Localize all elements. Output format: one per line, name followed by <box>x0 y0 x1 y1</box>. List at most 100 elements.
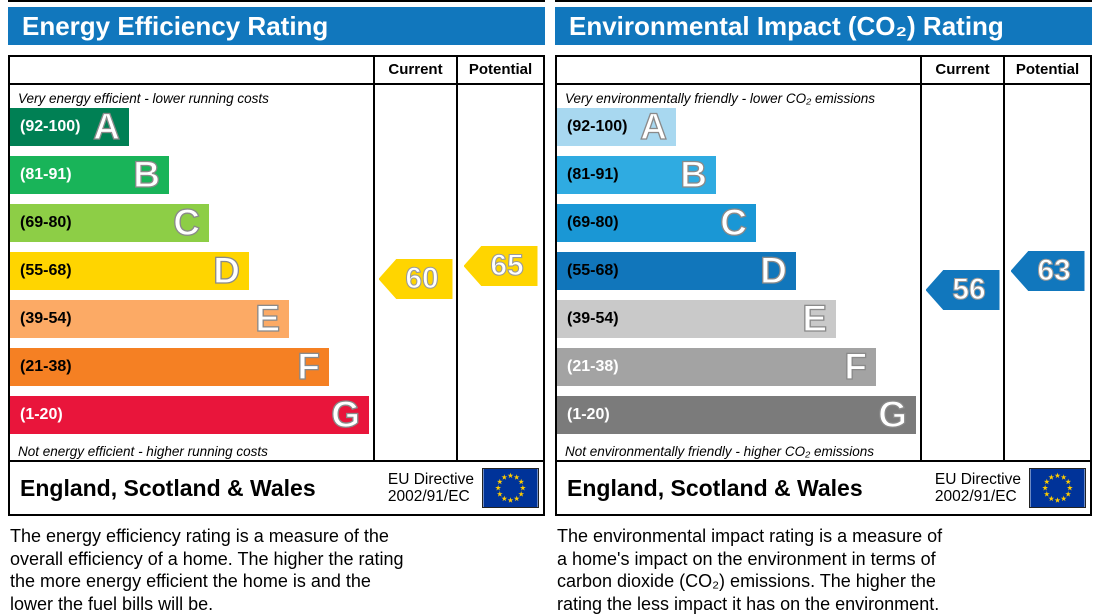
band-row-f: (21-38) F <box>557 346 920 387</box>
table-footer-row: England, Scotland & Wales EU Directive 2… <box>557 462 1090 514</box>
band-bar: (92-100) A <box>10 106 129 147</box>
table-body-row: Very energy efficient - lower running co… <box>10 85 543 462</box>
table-body-row: Very environmentally friendly - lower CO… <box>557 85 1090 462</box>
co2-rating-table: Current Potential Very environmentally f… <box>555 55 1092 516</box>
band-letter: D <box>213 250 241 291</box>
table-header-row: Current Potential <box>557 57 1090 85</box>
description-line: the more energy efficient the home is an… <box>10 571 371 592</box>
band-letter: E <box>255 298 281 339</box>
band-letter: G <box>878 394 908 435</box>
band-row-e: (39-54) E <box>557 299 920 338</box>
energy-current-cell: 60 <box>375 85 458 460</box>
potential-column-header: Potential <box>468 61 533 78</box>
potential-rating-arrow: 63 <box>1010 251 1085 291</box>
panel-top-rule <box>8 0 545 2</box>
header-spacer-cell <box>557 57 922 83</box>
band-bar: (55-68) D <box>10 250 249 291</box>
band-bar: (92-100) A <box>557 106 676 147</box>
band-bar: (21-38) F <box>10 346 329 387</box>
band-range-label: (92-100) <box>20 118 81 135</box>
eu-directive-label: EU Directive 2002/91/EC <box>388 471 474 506</box>
band-bar: (1-20) G <box>10 394 369 435</box>
header-spacer-cell <box>10 57 375 83</box>
band-bar: (81-91) B <box>10 154 169 195</box>
band-row-g: (1-20) G <box>557 394 920 435</box>
current-rating-arrow: 60 <box>378 259 453 299</box>
band-letter: D <box>760 250 788 291</box>
band-row-b: (81-91) B <box>557 154 920 195</box>
band-row-g: (1-20) G <box>10 394 373 435</box>
co2-band-chart: Very environmentally friendly - lower CO… <box>557 85 922 460</box>
description-line: lower the fuel bills will be. <box>10 594 214 615</box>
energy-panel-title: Energy Efficiency Rating <box>8 7 545 45</box>
eu-directive-line2: 2002/91/EC <box>934 488 1017 505</box>
description-line: The energy efficiency rating is a measur… <box>10 526 389 546</box>
eu-directive-line1: EU Directive <box>387 470 474 488</box>
band-range-label: (81-91) <box>20 166 72 183</box>
band-bar: (1-20) G <box>557 394 916 435</box>
band-range-label: (92-100) <box>567 118 628 135</box>
band-row-b: (81-91) B <box>10 154 373 195</box>
band-bar: (39-54) E <box>10 298 289 339</box>
table-footer-row: England, Scotland & Wales EU Directive 2… <box>10 462 543 514</box>
band-range-label: (69-80) <box>567 214 619 231</box>
description-line: The environmental impact rating is a mea… <box>557 526 943 546</box>
energy-efficiency-panel: Energy Efficiency Rating Current Potenti… <box>8 0 545 616</box>
band-bar: (81-91) B <box>557 154 716 195</box>
band-row-e: (39-54) E <box>10 298 373 339</box>
bottom-caption: Not energy efficient - higher running co… <box>18 444 268 459</box>
band-row-c: (69-80) C <box>10 203 373 242</box>
band-bar: (21-38) F <box>557 346 876 387</box>
band-bar: (39-54) E <box>557 299 836 338</box>
energy-bands: (92-100) A (81-91) B (69-80) C (55-68) D (39-54)… <box>10 106 373 435</box>
co2-potential-cell: 63 <box>1005 85 1090 460</box>
current-column-header: Current <box>922 57 1005 83</box>
band-letter: F <box>297 346 321 387</box>
band-row-f: (21-38) F <box>10 346 373 387</box>
description-line: rating the less impact it has on the env… <box>557 594 940 615</box>
potential-column-header: Potential <box>1015 61 1080 78</box>
band-letter: G <box>331 394 361 435</box>
band-range-label: (69-80) <box>20 214 72 231</box>
energy-description: The energy efficiency rating is a measur… <box>8 525 545 616</box>
co2-panel-title: Environmental Impact (CO₂) Rating <box>555 7 1092 45</box>
panel-top-rule <box>555 0 1092 2</box>
eu-directive-label: EU Directive 2002/91/EC <box>935 471 1021 506</box>
potential-rating-arrow: 65 <box>463 246 538 286</box>
table-header-row: Current Potential <box>10 57 543 85</box>
top-caption: Very environmentally friendly - lower CO… <box>565 91 875 106</box>
band-range-label: (55-68) <box>567 262 619 279</box>
band-letter: B <box>133 154 161 195</box>
band-range-label: (1-20) <box>20 406 63 423</box>
eu-directive-line2: 2002/91/EC <box>387 488 470 505</box>
region-label: England, Scotland & Wales <box>20 474 316 501</box>
band-row-a: (92-100) A <box>557 106 920 147</box>
current-column-header: Current <box>375 57 458 83</box>
description-line: carbon dioxide (CO₂) emissions. The high… <box>557 571 936 592</box>
band-range-label: (1-20) <box>567 406 610 423</box>
band-letter: F <box>844 346 868 387</box>
band-range-label: (55-68) <box>20 262 72 279</box>
description-line: overall efficiency of a home. The higher… <box>10 548 404 569</box>
energy-potential-cell: 65 <box>458 85 543 460</box>
band-range-label: (21-38) <box>567 358 619 375</box>
co2-current-cell: 56 <box>922 85 1005 460</box>
band-row-d: (55-68) D <box>557 250 920 291</box>
region-label: England, Scotland & Wales <box>567 474 863 501</box>
top-caption: Very energy efficient - lower running co… <box>18 91 269 106</box>
band-range-label: (39-54) <box>567 310 619 327</box>
energy-band-chart: Very energy efficient - lower running co… <box>10 85 375 460</box>
energy-rating-table: Current Potential Very energy efficient … <box>8 55 545 516</box>
band-letter: A <box>640 106 668 147</box>
band-letter: B <box>680 154 708 195</box>
band-row-a: (92-100) A <box>10 106 373 147</box>
band-bar: (69-80) C <box>10 203 209 242</box>
band-letter: A <box>93 106 121 147</box>
panels-row: Energy Efficiency Rating Current Potenti… <box>8 0 1092 616</box>
band-range-label: (21-38) <box>20 358 72 375</box>
current-rating-arrow: 56 <box>925 270 1000 310</box>
band-range-label: (39-54) <box>20 310 72 327</box>
co2-description: The environmental impact rating is a mea… <box>555 525 1092 616</box>
band-range-label: (81-91) <box>567 166 619 183</box>
